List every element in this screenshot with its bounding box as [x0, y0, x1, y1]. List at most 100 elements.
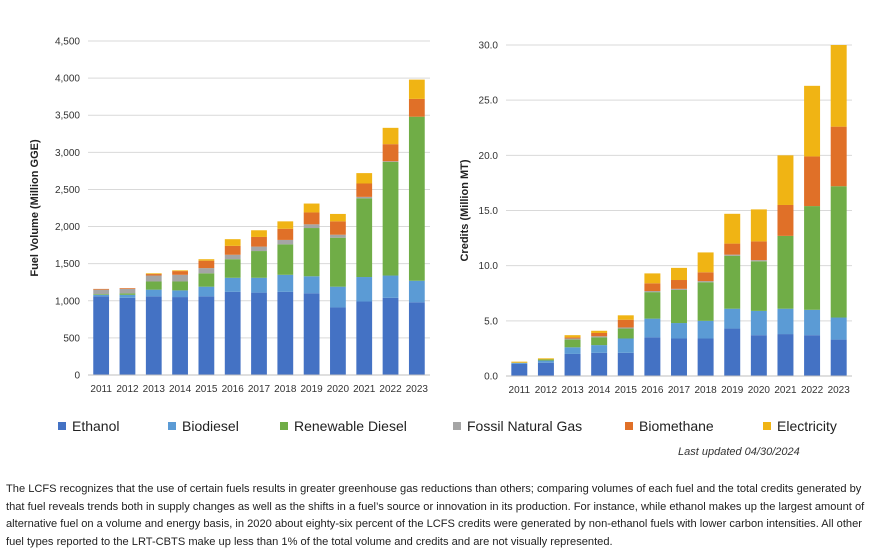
volume-y-tick-label: 0 [74, 371, 80, 382]
volume-bar-2013-biomethane [145, 274, 162, 276]
credits-bar-2014-electricity [591, 330, 608, 333]
volume-bar-2015-biodiesel [198, 286, 215, 297]
credits-bar-2011-ethanol [511, 363, 528, 376]
credits-bar-2020-biomethane [750, 241, 767, 261]
volume-bar-2019-ethanol [303, 293, 320, 375]
credits-y-tick-label: 10.0 [479, 261, 499, 272]
volume-bar-2023-electricity [408, 79, 425, 99]
legend-item-fossil-natural-gas: Fossil Natural Gas [453, 418, 582, 434]
volume-bar-2011-biomethane [93, 288, 110, 290]
credits-bar-2012-ethanol [537, 362, 554, 376]
volume-bar-2019-biomethane [303, 212, 320, 225]
volume-bar-2012-biodiesel [119, 294, 136, 298]
volume-bar-2022-ethanol [382, 297, 399, 375]
volume-y-tick-label: 2,500 [55, 185, 80, 196]
credits-bar-2011-biodiesel [511, 362, 528, 364]
credits-bar-2018-electricity [697, 252, 714, 273]
volume-bar-2013-renewable-diesel [145, 281, 162, 290]
credits-x-tick-label: 2015 [615, 385, 638, 396]
volume-x-tick-label: 2023 [406, 384, 429, 395]
legend-label: Fossil Natural Gas [467, 418, 583, 434]
credits-bar-2012-electricity [537, 358, 554, 360]
volume-bar-2020-biodiesel [330, 286, 346, 308]
credits-x-tick-label: 2017 [668, 385, 691, 396]
legend-swatch [58, 422, 66, 430]
credits-bar-2016-ethanol [644, 337, 661, 376]
volume-bar-2017-renewable-diesel [251, 251, 267, 278]
credits-bar-2013-electricity [564, 335, 581, 338]
volume-x-tick-label: 2011 [90, 384, 112, 395]
legend: Ethanol Biodiesel Renewable Diesel Fossil N… [58, 418, 858, 440]
volume-bar-2012-biomethane [119, 288, 136, 289]
volume-bar-2013-fossil-natural-gas [145, 275, 162, 282]
charts-area: 0 500 1,000 1,500 2,000 2,500 3,000 3,500 4,000 4… [29, 37, 852, 396]
credits-bar-2013-fossil-natural-gas [564, 338, 581, 340]
credits-bar-2016-biomethane [644, 283, 661, 292]
credits-bar-2019-biodiesel [724, 308, 741, 329]
credits-y-tick-label: 15.0 [479, 206, 499, 217]
volume-bar-2014-biomethane [172, 271, 188, 275]
credits-bar-2022-biodiesel [804, 309, 821, 336]
volume-bar-2018-biodiesel [277, 274, 294, 292]
legend-item-ethanol: Ethanol [58, 418, 119, 434]
volume-bar-2021-ethanol [356, 301, 373, 375]
volume-bar-2013-ethanol [145, 296, 162, 375]
volume-bar-2016-fossil-natural-gas [224, 254, 241, 260]
volume-y-tick-label: 500 [63, 333, 80, 344]
volume-bar-2021-biodiesel [356, 277, 373, 302]
volume-bar-2014-ethanol [172, 297, 188, 375]
credits-bar-2013-ethanol [564, 353, 581, 376]
credits-bar-2014-renewable-diesel [591, 337, 608, 346]
credits-bar-2019-biomethane [724, 243, 741, 255]
legend-item-biodiesel: Biodiesel [168, 418, 239, 434]
credits-y-tick-label: 5.0 [484, 316, 498, 327]
credits-y-tick-label: 30.0 [479, 41, 499, 52]
volume-bar-2021-renewable-diesel [356, 198, 373, 278]
volume-bar-2019-fossil-natural-gas [303, 224, 320, 229]
volume-bar-2018-electricity [277, 221, 294, 229]
volume-bar-2021-fossil-natural-gas [356, 196, 373, 199]
last-updated-note: Last updated 04/30/2024 [678, 446, 800, 458]
credits-bar-2013-biomethane [564, 337, 581, 339]
credits-bar-2015-ethanol [617, 352, 634, 376]
volume-bar-2023-renewable-diesel [408, 116, 425, 281]
credits-bar-2018-renewable-diesel [697, 282, 714, 321]
volume-x-tick-label: 2015 [195, 384, 218, 395]
fuel-volume-chart: 0 500 1,000 1,500 2,000 2,500 3,000 3,500 4,000 4… [29, 37, 430, 395]
credits-x-tick-label: 2011 [509, 385, 531, 396]
credits-bar-2018-biodiesel [697, 320, 714, 339]
credits-x-tick-label: 2022 [801, 385, 824, 396]
credits-bar-2017-electricity [671, 267, 687, 281]
volume-bar-2012-ethanol [119, 297, 136, 375]
volume-bar-2011-fossil-natural-gas [93, 289, 110, 295]
volume-y-tick-label: 1,500 [55, 259, 80, 270]
credits-bar-2020-ethanol [750, 335, 767, 376]
legend-label: Biomethane [639, 418, 714, 434]
credits-bar-2019-electricity [724, 213, 741, 244]
legend-item-biomethane: Biomethane [625, 418, 714, 434]
credits-bar-2018-ethanol [697, 338, 714, 376]
volume-y-tick-label: 3,000 [55, 148, 80, 159]
credits-bar-2023-biodiesel [830, 317, 847, 340]
credits-bar-2019-ethanol [724, 328, 741, 376]
volume-bar-2021-biomethane [356, 183, 373, 197]
credits-bar-2015-biodiesel [617, 338, 634, 353]
credits-x-tick-label: 2019 [721, 385, 744, 396]
legend-swatch [168, 422, 176, 430]
credits-x-tick-label: 2014 [588, 385, 611, 396]
volume-bar-2011-biodiesel [93, 294, 110, 297]
volume-bar-2012-renewable-diesel [119, 293, 136, 295]
volume-bar-2022-biomethane [382, 144, 399, 162]
credits-bar-2012-biodiesel [537, 360, 554, 363]
credits-bar-2018-biomethane [697, 272, 714, 282]
volume-x-tick-label: 2021 [353, 384, 376, 395]
credits-bar-2021-ethanol [777, 334, 794, 376]
credits-chart: 0.0 5.0 10.0 15.0 20.0 25.0 30.0 Credits (Milli… [459, 41, 852, 396]
credits-bar-2016-renewable-diesel [644, 292, 661, 319]
volume-bar-2012-fossil-natural-gas [119, 288, 136, 294]
volume-y-axis-title: Fuel Volume (Million GGE) [29, 139, 41, 277]
volume-bar-2020-renewable-diesel [330, 237, 346, 287]
volume-bar-2018-biomethane [277, 228, 294, 240]
volume-bar-2013-electricity [145, 273, 162, 275]
volume-bar-2020-biomethane [330, 221, 346, 235]
